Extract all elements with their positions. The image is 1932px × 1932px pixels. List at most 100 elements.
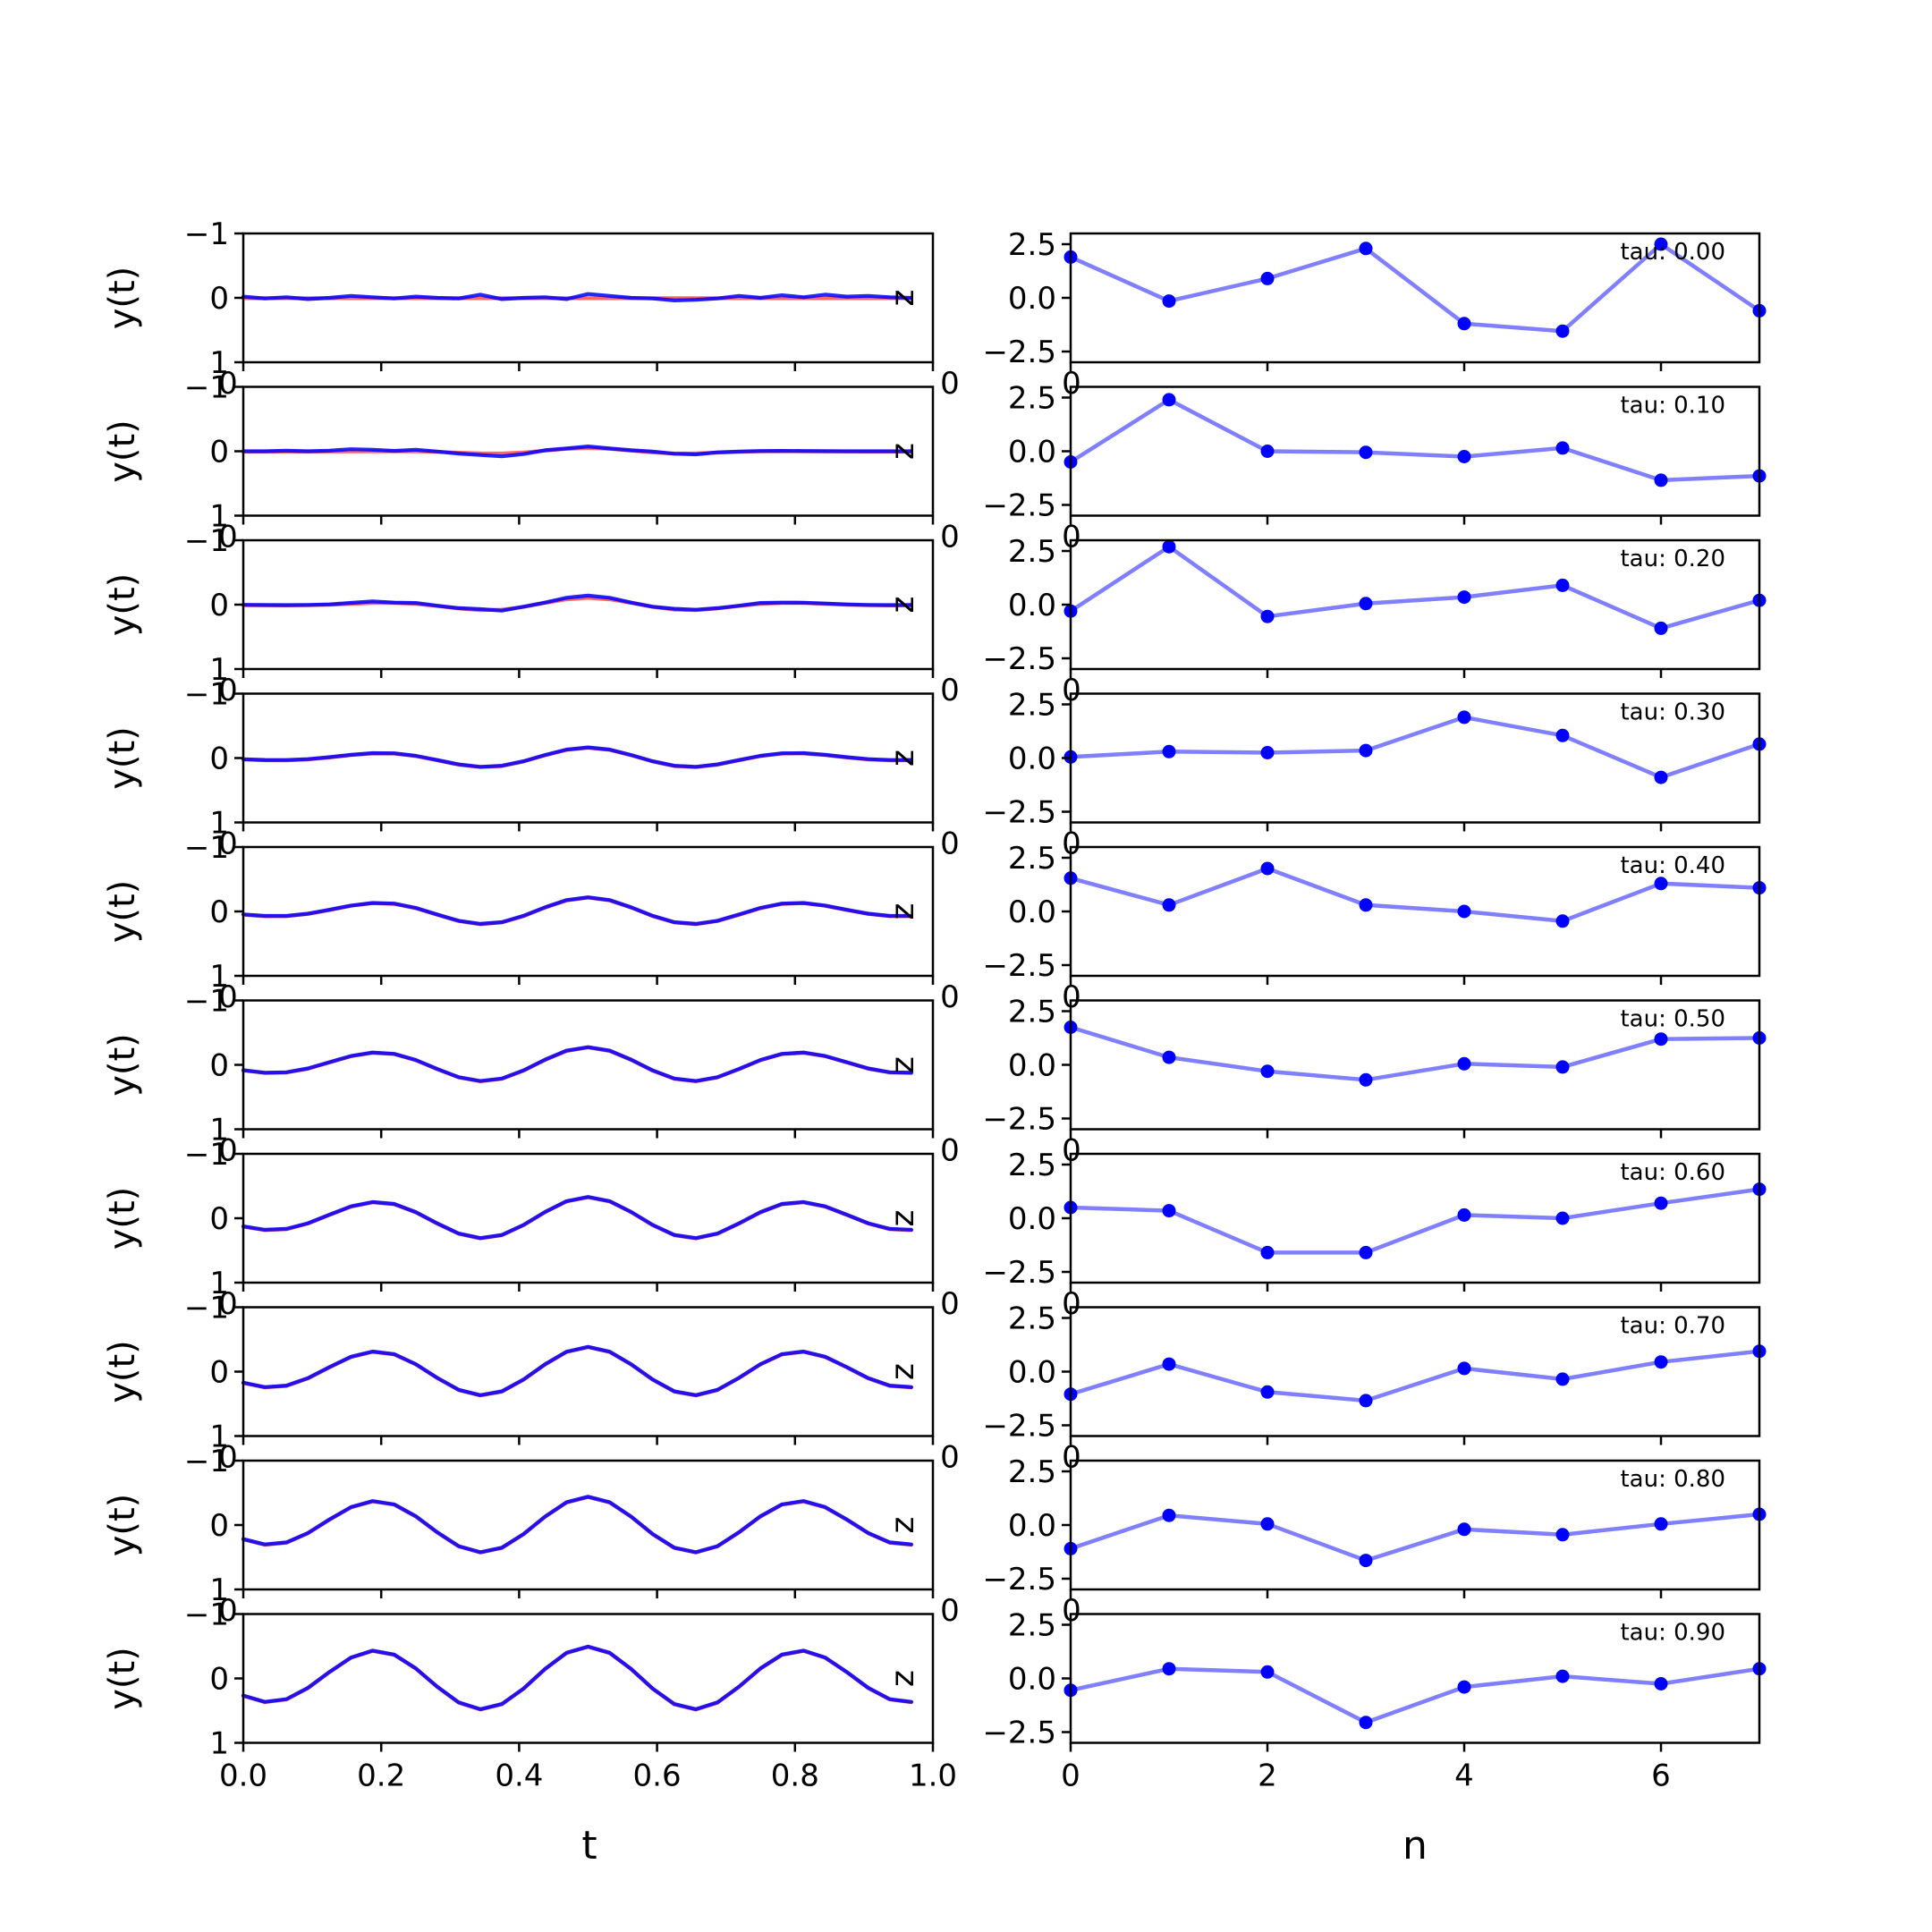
left-axes-frame-6 [242,1152,935,1284]
red-series-9 [241,1645,914,1712]
n-point-1-2 [1260,445,1275,458]
tau-label-6: tau: 0.60 [1620,1159,1725,1186]
n-point-7-4 [1457,1361,1471,1376]
stray-label-c-3: 0 [1062,826,1081,862]
left-panel-9: −1 0 10.0 0.2 0.4 0.6 0.8 1.0 y(t) z [102,1597,957,1794]
right-panel-7: 2.5 0.0 −2.5 tau: 0.70 [982,1301,1767,1445]
right-panel-9: 2.5 0.0 −2.50 2 4 6 tau: 0.90 [982,1608,1767,1794]
right-ytick-label-5-1: 0.0 [1008,1048,1056,1084]
n-point-0-3 [1359,242,1373,256]
right-ytick-label-0-2: −2.5 [982,335,1056,370]
n-point-9-2 [1260,1665,1275,1679]
n-point-2-3 [1359,597,1373,611]
stray-label-a-1: 0 [218,520,238,555]
n-point-0-2 [1260,271,1275,285]
left-ytick-label-0-2: 1 [209,345,229,381]
left-ytick-label-5-2: 1 [209,1113,229,1148]
n-point-0-4 [1457,317,1471,331]
tau-label-1: tau: 0.10 [1620,393,1725,419]
left-ytick-label-4-2: 1 [209,959,229,995]
n-point-6-5 [1555,1211,1570,1225]
n-series-line-4 [1070,866,1760,924]
right-ytick-label-4-1: 0.0 [1008,894,1056,930]
n-point-0-5 [1555,324,1570,338]
n-series-line-1 [1069,397,1760,483]
n-point-7-3 [1359,1394,1373,1408]
n-series-line-6 [1070,1187,1760,1255]
right-xtick-label-1: 2 [1258,1758,1277,1794]
stray-label-b-3: 0 [940,826,960,862]
n-point-4-5 [1555,914,1570,928]
right-panel-4: 2.5 0.0 −2.5 tau: 0.40 [982,841,1767,985]
right-ytick-label-9-0: 2.5 [1008,1608,1056,1644]
right-ytick-label-4-2: −2.5 [982,948,1056,984]
red-series-4 [241,895,914,927]
stray-label-c-0: 0 [1062,366,1081,402]
stray-label-b-5: 0 [940,1133,960,1169]
stray-label-a-3: 0 [218,826,238,862]
left-ytick-label-1-1: 0 [209,435,229,470]
blue-series-8 [241,1495,914,1555]
left-xtick-label-0: 0.0 [219,1758,267,1794]
stray-label-c-8: 0 [1062,1593,1081,1629]
n-point-5-4 [1457,1056,1471,1071]
left-edge-glyph-5: z [885,1056,921,1073]
left-ylabel-9: y(t) [102,1647,143,1710]
n-point-2-4 [1457,590,1471,605]
blue-series-0 [241,292,914,302]
right-ytick-label-6-1: 0.0 [1008,1201,1056,1237]
left-ytick-label-4-0: −1 [184,830,229,866]
n-point-9-3 [1359,1716,1373,1730]
n-point-2-5 [1555,578,1570,592]
tau-label-0: tau: 0.00 [1620,239,1725,266]
left-ytick-label-7-0: −1 [184,1291,229,1326]
left-ylabel-0: y(t) [102,267,143,330]
left-edge-glyph-3: z [885,750,921,767]
blue-series-4 [241,895,914,927]
n-point-4-6 [1654,877,1668,891]
stray-label-c-6: 0 [1062,1286,1081,1322]
left-ytick-label-8-2: 1 [209,1572,229,1608]
left-ytick-label-9-2: 1 [209,1726,229,1762]
left-axes-frame-3 [242,692,935,824]
left-ylabel-7: y(t) [102,1340,143,1403]
left-ytick-label-8-1: 0 [209,1508,229,1544]
left-ytick-label-6-1: 0 [209,1201,229,1237]
n-point-9-6 [1654,1677,1668,1690]
right-xtick-label-3: 6 [1651,1758,1671,1794]
stray-label-c-2: 0 [1062,673,1081,708]
left-axes-frame-5 [242,999,935,1131]
n-point-9-4 [1457,1680,1471,1694]
n-point-1-4 [1457,450,1471,463]
left-axes-frame-7 [242,1306,935,1437]
left-edge-glyph-7: z [885,1363,921,1380]
n-point-4-4 [1457,904,1471,919]
stray-label-b-0: 0 [940,366,960,402]
blue-series-3 [241,745,914,769]
left-ytick-label-2-0: −1 [184,523,229,559]
blue-series-2 [241,593,914,613]
right-ytick-label-2-0: 2.5 [1008,534,1056,570]
n-point-7-5 [1555,1372,1570,1386]
tau-label-4: tau: 0.40 [1620,852,1725,879]
right-panel-3: 2.5 0.0 −2.5 tau: 0.30 [982,688,1767,832]
stray-label-c-1: 0 [1062,520,1081,555]
right-ytick-label-9-2: −2.5 [982,1716,1056,1751]
left-ylabel-8: y(t) [102,1494,143,1557]
n-point-5-5 [1555,1060,1570,1074]
left-ytick-label-0-1: 0 [209,281,229,317]
left-edge-glyph-0: z [885,290,921,307]
left-ytick-label-9-0: −1 [184,1597,229,1633]
tau-label-8: tau: 0.80 [1620,1466,1725,1493]
stray-label-b-8: 0 [940,1593,960,1629]
blue-series-5 [241,1045,914,1083]
right-ytick-label-8-2: −2.5 [982,1562,1056,1597]
left-ytick-label-3-2: 1 [209,806,229,842]
n-point-1-1 [1162,393,1176,407]
right-xlabel: n [1402,1823,1428,1868]
right-ytick-label-8-0: 2.5 [1008,1454,1056,1490]
blue-series-1 [241,445,914,459]
